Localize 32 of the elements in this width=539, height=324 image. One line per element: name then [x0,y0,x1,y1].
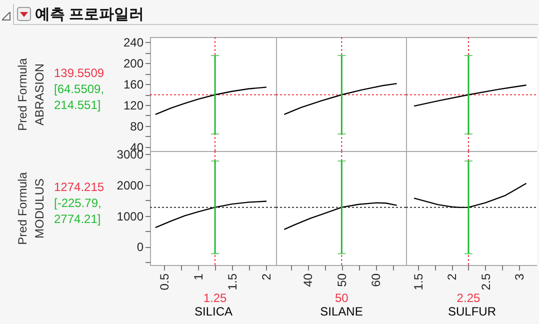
ref-line-label: 1.25 [203,291,228,305]
y-tick-label: 240 [123,36,144,50]
x-axis-title: SILICA [194,304,233,318]
x-tick-label: 40 [301,273,316,287]
y-tick-label: 120 [123,98,144,112]
ref-line-label: 50 [335,291,349,305]
y-axis-title: Pred Formula MODULUS [16,172,46,245]
y-tick-label: 1000 [116,209,144,224]
x-axis-title: SILANE [320,304,363,318]
text: [64.5509, 214.551] [54,82,104,112]
x-tick-label: 50 [335,273,350,287]
x-tick-label: 1 [192,273,206,280]
y-tick-label: 2000 [116,178,144,192]
x-tick-label: 0.5 [158,273,172,290]
y-axis-title: Pred Formula ABRASION [16,58,46,131]
x-tick-label: 1.5 [225,273,240,290]
x-tick-label: 2 [259,273,274,280]
text: 139.5509 [54,66,104,80]
x-tick-label: 60 [369,273,384,287]
x-tick-label: 2 [445,273,460,280]
x-axis-title: SULFUR [448,304,496,318]
y-tick-label: 0 [136,240,144,254]
y-tick-label: 80 [130,119,144,134]
y-tick-label: 160 [123,78,144,92]
text: 1274.215 [54,180,104,194]
x-tick-label: 3 [512,273,526,280]
chart-title: 예측 프로파일러 [35,4,144,24]
y-tick-label: 200 [123,56,144,71]
text: [-225.79, 2774.21] [54,196,102,226]
x-tick-label: 2.5 [478,273,493,290]
ref-line-label: 2.25 [456,291,480,305]
x-tick-label: 1.5 [412,273,426,290]
